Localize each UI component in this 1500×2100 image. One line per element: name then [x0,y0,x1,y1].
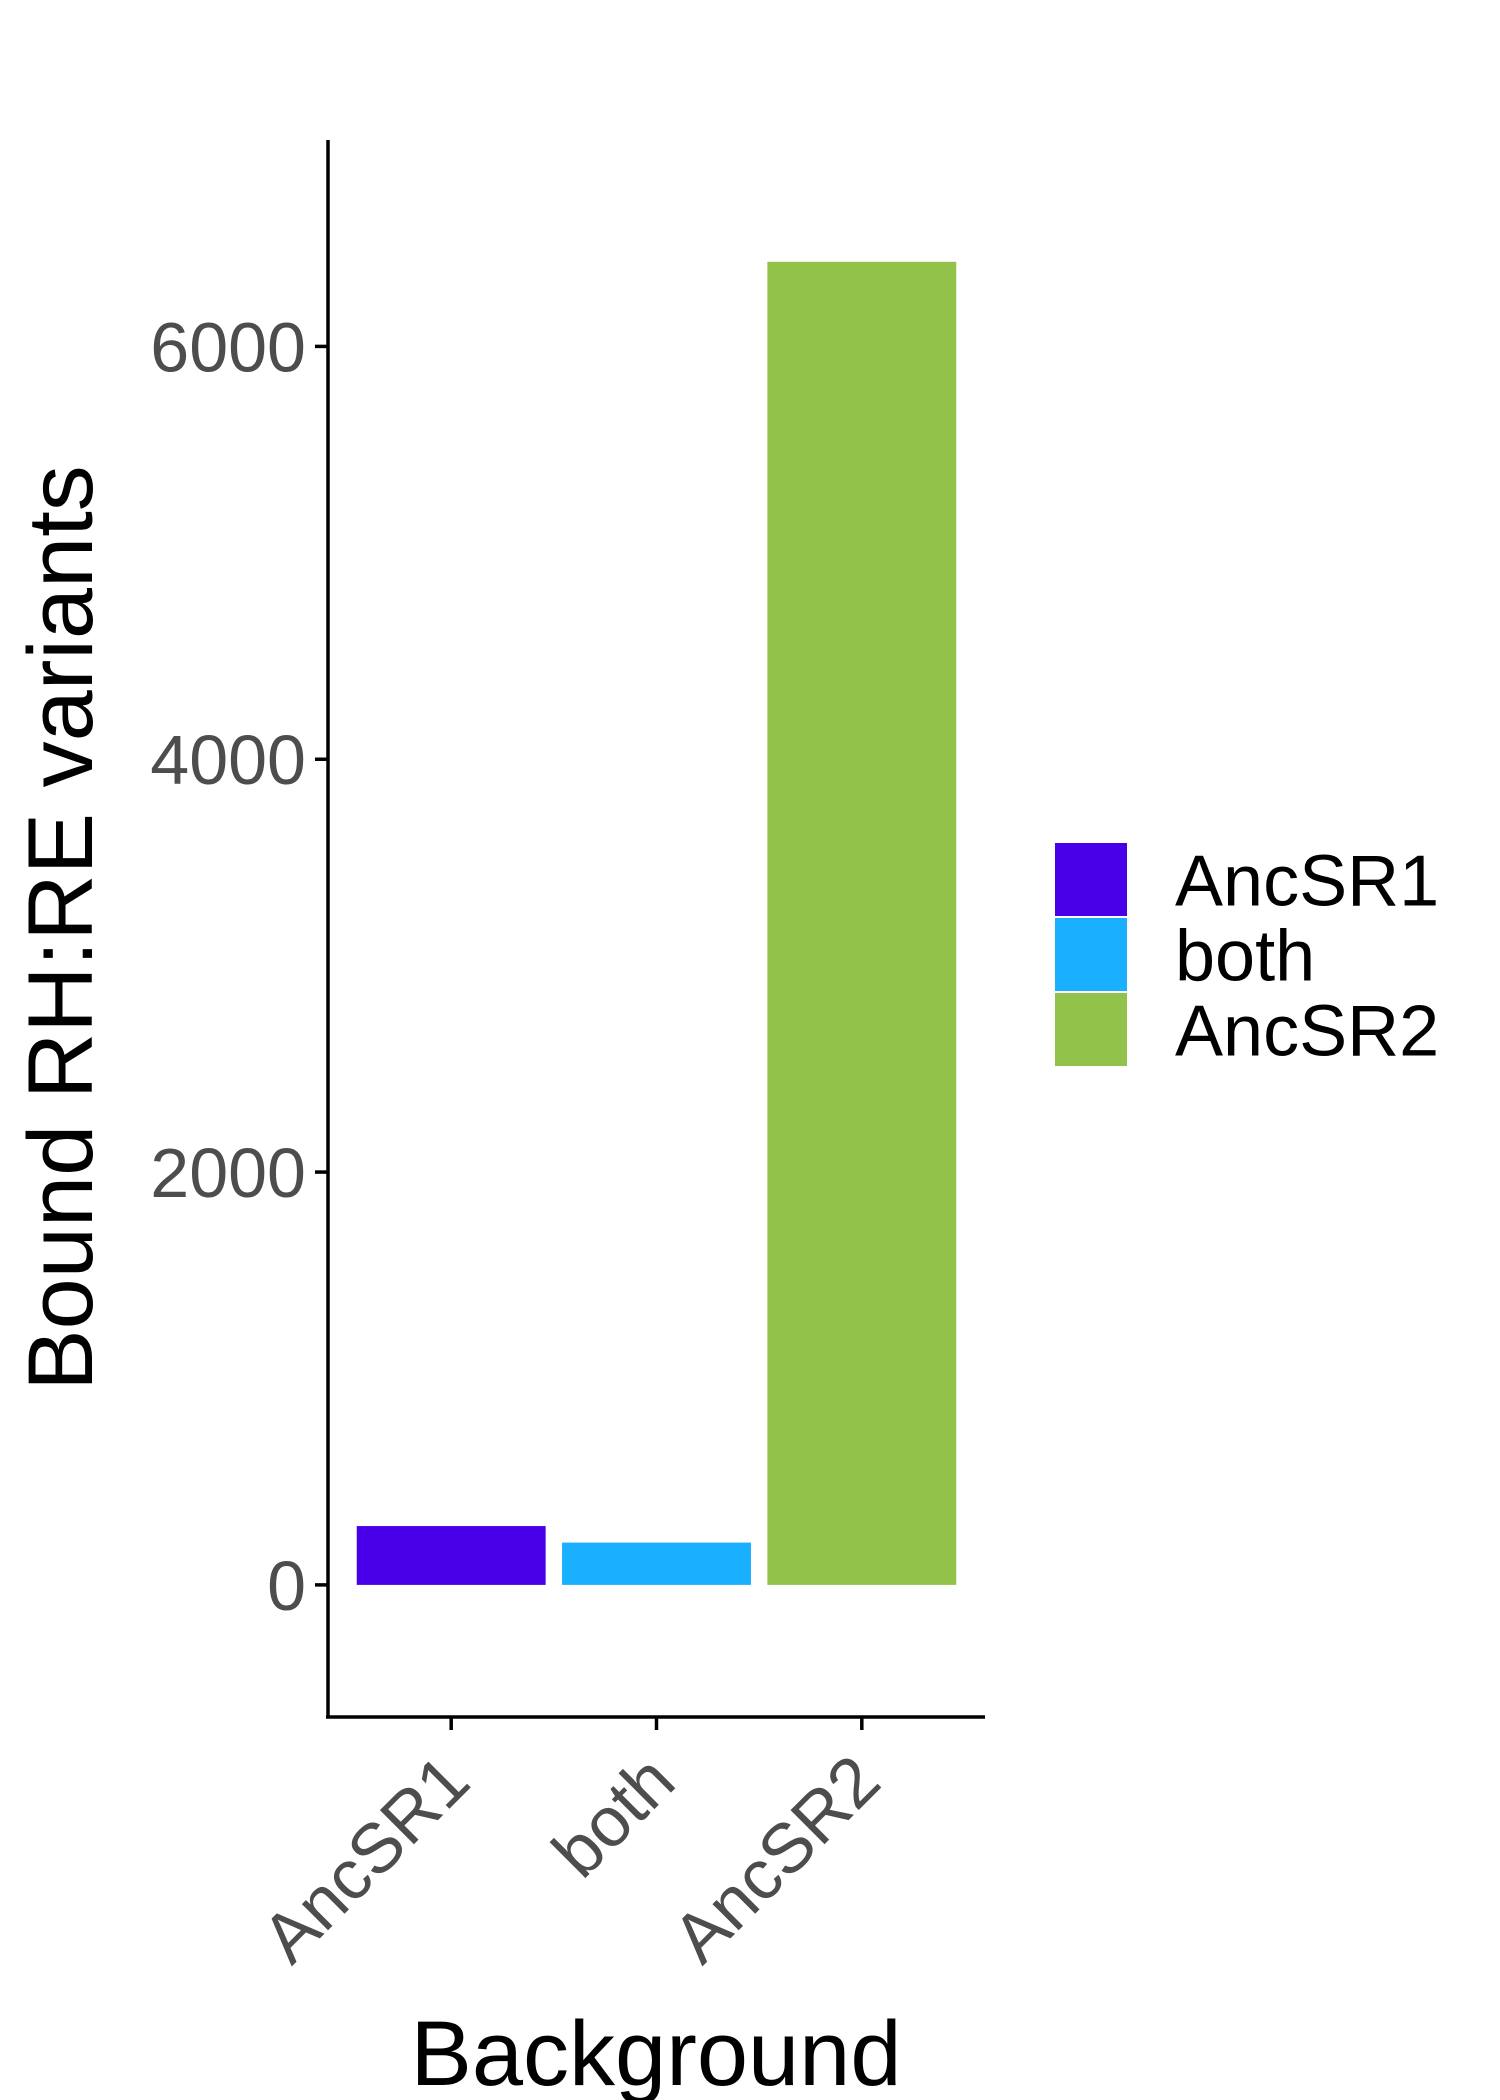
y-tick-label: 0 [267,1547,306,1625]
y-axis-title: Bound RH:RE variants [10,465,112,1391]
bar-ancsr2 [767,261,957,1585]
legend-label: AncSR1 [1175,842,1439,922]
bar-ancsr1 [356,1526,546,1585]
x-tick-label: AncSR1 [247,1740,484,1977]
legend-label: both [1175,917,1315,997]
legend-key-ancsr1 [1055,843,1127,916]
x-tick-label: AncSR2 [658,1740,895,1977]
y-tick-label: 2000 [150,1134,306,1212]
legend-key-both [1055,918,1127,991]
x-axis-title: Background [411,2003,902,2100]
legend-key-ancsr2 [1055,993,1127,1066]
legend-label: AncSR2 [1175,992,1439,1072]
bar-both [562,1542,751,1585]
bars-group [356,261,957,1585]
y-tick-label: 6000 [150,308,306,386]
x-tick-label: both [538,1740,689,1891]
y-ticks-group: 0 2000 4000 6000 [150,308,328,1625]
y-tick-label: 4000 [150,721,306,799]
